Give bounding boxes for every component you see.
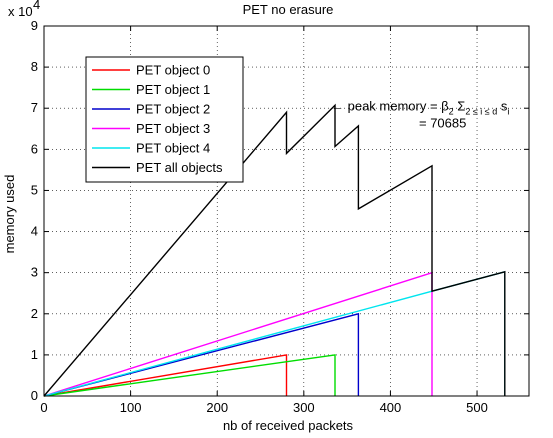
x-tick-label: 100 [120, 400, 142, 415]
y-axis-label: memory used [2, 175, 17, 254]
legend-box [85, 56, 244, 183]
legend-entry: PET all objects [136, 160, 223, 175]
series-line-3 [43, 271, 433, 397]
series-line-1 [43, 354, 336, 397]
series-line-2 [43, 312, 360, 397]
x-tick-label: 0 [40, 400, 47, 415]
x-tick-label: 200 [206, 400, 228, 415]
chart-title: PET no erasure [243, 2, 334, 17]
x-tick-label: 300 [293, 400, 315, 415]
svg-text:4: 4 [33, 0, 40, 12]
y-tick-label: 8 [31, 59, 38, 74]
series-layer [43, 103, 506, 397]
annotation-text: ← peak memory = β2 Σ2 ≤ i ≤ d si [331, 98, 509, 116]
y-tick-label: 6 [31, 141, 38, 156]
series-line-0 [43, 354, 288, 397]
peak-memory-annotation: ← peak memory = β2 Σ2 ≤ i ≤ d si= 70685 [331, 98, 509, 130]
ticks: 0 100 200 300 400 500 0 1 2 3 4 5 6 7 8 9 [31, 18, 529, 415]
x-axis-label: nb of received packets [223, 418, 354, 433]
annotation-value: = 70685 [419, 115, 466, 130]
legend-entry: PET object 1 [136, 82, 210, 97]
legend: PET object 0 PET object 1 PET object 2 PET … [85, 56, 244, 183]
plot-frame [43, 25, 530, 397]
x-tick-label: 400 [380, 400, 402, 415]
legend-entry: PET object 2 [136, 102, 210, 117]
legend-entry: PET object 0 [136, 63, 210, 78]
x-tick-label: 500 [466, 400, 488, 415]
y-tick-label: 9 [31, 18, 38, 33]
y-tick-label: 4 [31, 224, 38, 239]
y-tick-label: 1 [31, 347, 38, 362]
y-tick-label: 0 [31, 388, 38, 403]
legend-entry: PET object 4 [136, 141, 210, 156]
legend-entry: PET object 3 [136, 121, 210, 136]
y-exponent: x 10 4 [8, 0, 40, 19]
y-tick-label: 2 [31, 306, 38, 321]
y-tick-label: 7 [31, 100, 38, 115]
grid [44, 26, 529, 396]
y-tick-label: 3 [31, 265, 38, 280]
y-tick-label: 5 [31, 182, 38, 197]
series-line-5 [43, 103, 506, 397]
svg-text:x 10: x 10 [8, 4, 33, 19]
